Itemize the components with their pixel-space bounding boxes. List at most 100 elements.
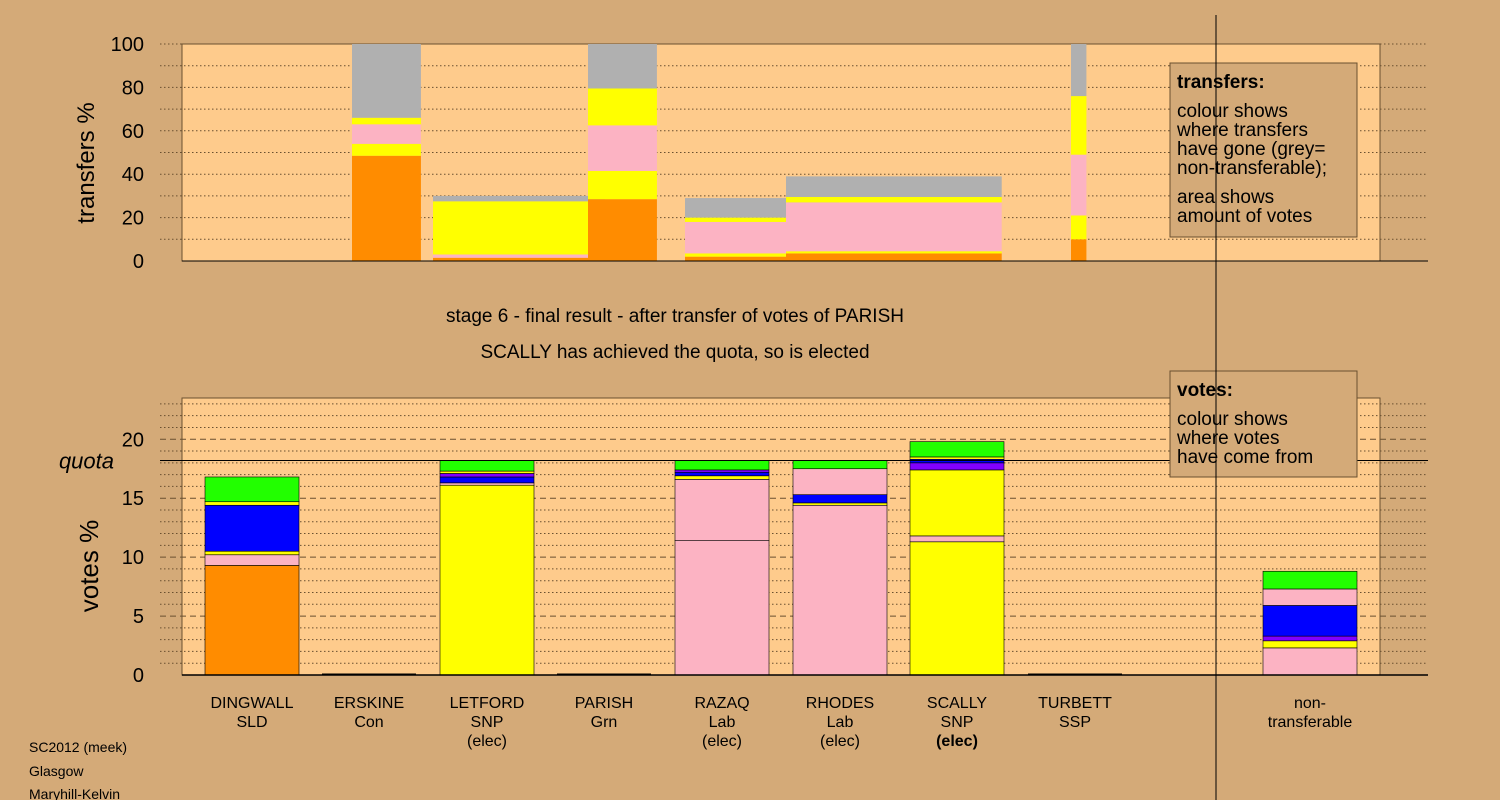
x-label-status: (elec): [467, 733, 507, 750]
vote-segment-rhodes: [792, 468, 888, 495]
transfers-panel: 0 20 40 60 80 100 transfers % transfers: colo…: [73, 34, 1428, 273]
transfers-legend-line: area shows: [1177, 187, 1274, 208]
vote-segment-letford: [439, 460, 535, 472]
transfer-segment-rhodes: [786, 202, 1002, 252]
vote-segment-dingwall: [204, 554, 300, 566]
transfers-bars: [352, 44, 1087, 261]
transfer-segment-erskine: [352, 143, 421, 156]
transfer-segment-razaq: [685, 256, 840, 261]
x-label-party: SSP: [1059, 714, 1091, 731]
vote-segment-letford: [439, 473, 535, 478]
transfers-y-tick-label: 60: [122, 121, 144, 143]
vote-segment-dingwall: [204, 476, 300, 503]
transfer-segment-erskine: [352, 117, 421, 125]
vote-segment-letford: [439, 476, 535, 484]
stage-heading: stage 6 - final result - after transfer …: [446, 306, 904, 327]
votes-legend-line: have come from: [1177, 447, 1313, 468]
vote-segment-non: [1262, 570, 1358, 590]
x-label-status: (elec): [936, 733, 978, 750]
transfers-y-tick-label: 100: [111, 34, 144, 56]
vote-segment-non: [1262, 588, 1358, 606]
x-label-name: TURBETT: [1038, 695, 1112, 712]
transfers-y-ticks: 0 20 40 60 80 100: [111, 34, 144, 273]
transfers-y-tick-label: 80: [122, 77, 144, 99]
vote-segment-rhodes: [792, 502, 888, 506]
x-label-name: RHODES: [806, 695, 874, 712]
vote-segment-razaq: [674, 471, 770, 477]
transfer-segment-erskine: [352, 124, 421, 144]
x-label-name: RAZAQ: [694, 695, 749, 712]
transfer-segment-erskine: [352, 155, 421, 261]
vote-segment-razaq: [674, 460, 770, 471]
x-label-party: SNP: [941, 714, 974, 731]
votes-y-tick-label: 15: [122, 488, 144, 510]
votes-y-tick-label: 0: [133, 665, 144, 687]
vote-segment-letford: [439, 482, 535, 486]
x-label-name: ERSKINE: [334, 695, 404, 712]
vote-segment-scally: [909, 456, 1005, 460]
votes-y-ticks: 0 5 10 15 20: [122, 429, 144, 687]
vote-segment-scally: [909, 462, 1005, 471]
transfer-segment-rhodes: [786, 196, 1002, 203]
votes-bars: [204, 441, 1358, 676]
transfer-segment-rhodes: [786, 176, 1002, 197]
vote-segment-scally: [909, 541, 1005, 676]
x-label-party: transferable: [1268, 714, 1353, 731]
vote-segment-scally: [909, 441, 1005, 458]
transfer-segment-parish: [588, 170, 657, 200]
vote-segment-scally: [909, 469, 1005, 537]
vote-segment-razaq: [674, 469, 770, 473]
vote-segment-razaq: [674, 479, 770, 541]
x-label-status: (elec): [702, 733, 742, 750]
vote-segment-razaq: [674, 475, 770, 480]
vote-segment-dingwall: [204, 504, 300, 552]
votes-y-tick-label: 5: [133, 606, 144, 628]
x-label-name: DINGWALL: [211, 695, 294, 712]
vote-segment-rhodes: [792, 460, 888, 470]
x-label-party: SNP: [471, 714, 504, 731]
votes-legend-line: colour shows: [1177, 409, 1288, 430]
transfer-segment-rhodes: [786, 251, 1002, 254]
transfer-segment-erskine: [352, 44, 421, 118]
transfer-segment-turbett: [1071, 96, 1087, 155]
x-label-name: PARISH: [575, 695, 633, 712]
vote-segment-scally: [909, 458, 1005, 464]
transfers-legend-line: non-transferable);: [1177, 158, 1327, 179]
x-label-party: Grn: [591, 714, 618, 731]
transfer-segment-turbett: [1071, 44, 1087, 97]
footer-ward: Maryhill-Kelvin: [29, 786, 120, 800]
transfer-segment-letford: [433, 257, 605, 261]
vote-segment-non: [1262, 640, 1358, 649]
stage-result: SCALLY has achieved the quota, so is ele…: [480, 342, 869, 363]
x-label-party: Con: [354, 714, 383, 731]
vote-segment-non: [1262, 605, 1358, 637]
x-label-name: non-: [1294, 695, 1326, 712]
transfer-segment-parish: [588, 44, 657, 89]
quota-label: quota: [59, 448, 114, 473]
footer-election: SC2012 (meek): [29, 739, 127, 755]
transfer-segment-letford: [433, 201, 605, 255]
x-label-status: (elec): [820, 733, 860, 750]
vote-segment-dingwall: [204, 550, 300, 556]
votes-x-labels: DINGWALL SLD ERSKINE Con LETFORD SNP (elec) PAR…: [211, 695, 1353, 750]
vote-segment-scally: [909, 535, 1005, 543]
x-label-name: LETFORD: [450, 695, 525, 712]
transfer-segment-turbett: [1071, 215, 1087, 240]
vote-segment-dingwall: [204, 501, 300, 506]
transfers-y-axis-label: transfers %: [73, 102, 100, 223]
transfers-y-tick-label: 0: [133, 251, 144, 273]
votes-y-tick-label: 10: [122, 547, 144, 569]
vote-segment-letford: [439, 470, 535, 474]
vote-segment-rhodes: [792, 494, 888, 504]
vote-segment-non: [1262, 647, 1358, 676]
transfer-segment-letford: [433, 195, 605, 202]
votes-legend-title: votes:: [1177, 380, 1233, 401]
footer-council: Glasgow: [29, 763, 84, 779]
transfer-segment-turbett: [1071, 239, 1087, 261]
transfers-legend: transfers: colour shows where transfers …: [1169, 62, 1358, 238]
votes-y-axis-label: votes %: [74, 520, 104, 613]
transfers-legend-box: [1169, 62, 1358, 238]
votes-legend: votes: colour shows where votes have com…: [1169, 370, 1358, 478]
transfer-segment-letford: [433, 254, 605, 258]
